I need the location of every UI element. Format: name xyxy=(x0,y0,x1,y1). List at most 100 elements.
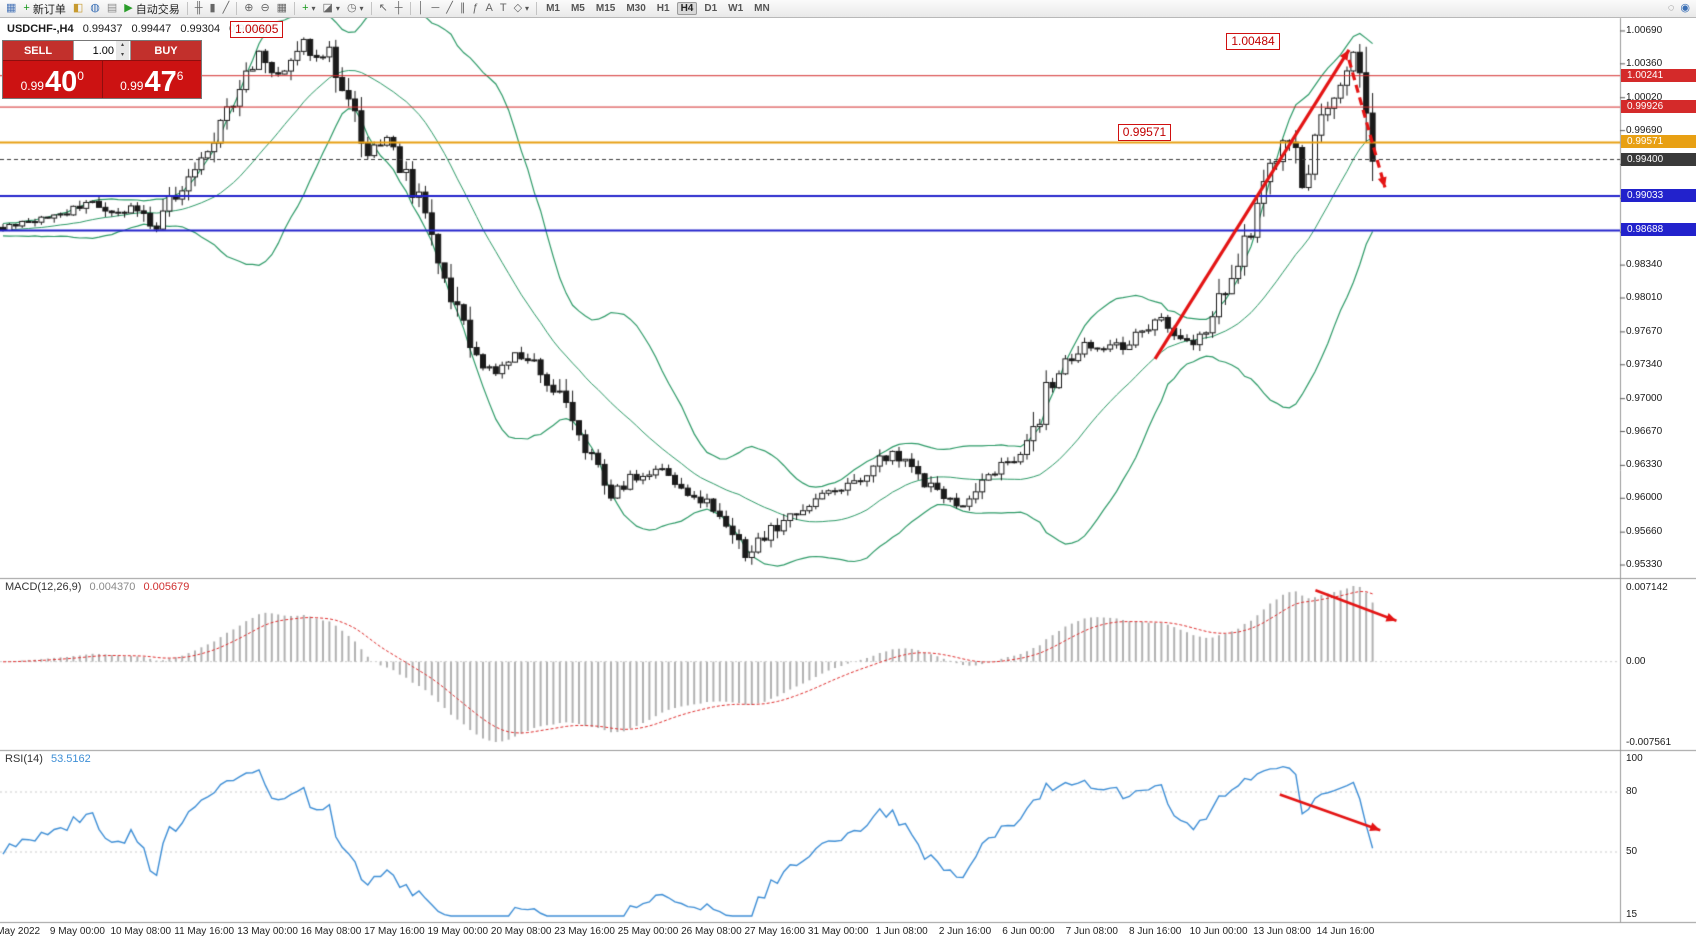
trendline-icon[interactable]: ╱ xyxy=(443,1,456,16)
bar-chart-type-icon: ╫ xyxy=(194,2,203,14)
zoom-out-icon[interactable]: ⊖ xyxy=(257,1,272,16)
volume-spinner: ▴ ▾ xyxy=(116,41,129,60)
time-axis-label: 19 May 00:00 xyxy=(427,926,489,937)
buy-price-pips: 47 xyxy=(144,66,177,99)
market-watch-icon[interactable]: ◍ xyxy=(87,1,103,16)
label-icon[interactable]: T xyxy=(497,1,510,16)
price-axis-tick: 0.99690 xyxy=(1626,124,1663,136)
buy-button[interactable]: BUY xyxy=(131,41,201,60)
profiles-icon[interactable]: ◪ ▾ xyxy=(320,1,343,16)
data-window-icon: ▤ xyxy=(106,2,118,14)
bar-chart-type-icon[interactable]: ╫ xyxy=(192,1,206,16)
chart-profile-icon[interactable]: ◧ xyxy=(70,1,86,16)
channel-icon[interactable]: ∥ xyxy=(457,1,469,16)
sell-button[interactable]: SELL xyxy=(3,41,73,60)
time-axis-label: 6 Jun 00:00 xyxy=(1002,926,1055,937)
line-chart-type-icon[interactable]: ╱ xyxy=(220,1,233,16)
vertical-line-icon: │ xyxy=(417,2,425,14)
fibonacci-icon: ƒ xyxy=(472,2,479,14)
time-axis-label: 10 Jun 00:00 xyxy=(1189,926,1248,937)
data-window-icon[interactable]: ▤ xyxy=(104,1,120,16)
timeframe-button-m5[interactable]: M5 xyxy=(567,2,589,15)
toolbar-separator xyxy=(186,2,188,15)
price-annotation[interactable]: 1.00484 xyxy=(1226,33,1280,51)
cursor-icon[interactable]: ↖ xyxy=(376,1,391,16)
shapes-icon[interactable]: ◇ ▾ xyxy=(511,1,532,16)
fibonacci-icon[interactable]: ƒ xyxy=(469,1,481,16)
toolbar-button-label: 自动交易 xyxy=(135,3,180,16)
new-chart-icon[interactable]: + ▾ xyxy=(299,1,318,16)
dropdown-caret-icon: ▾ xyxy=(359,4,364,13)
shapes-icon: ◇ xyxy=(513,2,523,14)
help-icon[interactable]: ◉ xyxy=(1677,1,1693,16)
time-axis-label: 17 May 16:00 xyxy=(364,926,425,937)
price-annotation[interactable]: 1.00605 xyxy=(230,21,284,39)
search-icon: ◌ xyxy=(1667,2,1675,14)
price-line-label: 0.99400 xyxy=(1621,152,1696,166)
buy-price-base: 0.99 xyxy=(120,79,144,93)
new-chart-icon: + xyxy=(302,2,309,14)
price-axis-tick: 0.97340 xyxy=(1626,358,1663,370)
period-icon[interactable]: ◷ ▾ xyxy=(344,1,367,16)
price-axis-tick: 0.95660 xyxy=(1626,526,1663,538)
volume-input[interactable] xyxy=(74,41,116,60)
rsi-indicator-title: RSI(14) 53.5162 xyxy=(5,753,91,765)
sell-price-pips: 40 xyxy=(44,66,78,99)
charts-window-icon[interactable]: ▦ xyxy=(3,1,19,16)
timeframe-button-mn[interactable]: MN xyxy=(750,2,774,15)
macd-value: 0.004370 xyxy=(89,581,136,593)
time-axis-label: 7 Jun 08:00 xyxy=(1065,926,1118,937)
new-order-button[interactable]: + 新订单 xyxy=(20,1,68,16)
time-axis-label: 31 May 00:00 xyxy=(807,926,869,937)
new-order-button: + xyxy=(23,2,30,14)
price-line-label: 0.98688 xyxy=(1621,223,1696,237)
tile-windows-icon[interactable]: ▦ xyxy=(274,1,290,16)
toolbar-separator xyxy=(236,2,238,15)
vertical-line-icon[interactable]: │ xyxy=(415,1,428,16)
time-axis-label: 13 Jun 08:00 xyxy=(1253,926,1311,937)
price-line-label: 0.99033 xyxy=(1621,189,1696,203)
timeframe-button-m1[interactable]: M1 xyxy=(542,2,564,15)
label-icon: T xyxy=(499,2,507,14)
time-axis-label: 25 May 00:00 xyxy=(617,926,679,937)
zoom-in-icon[interactable]: ⊕ xyxy=(241,1,256,16)
time-axis-label: 26 May 08:00 xyxy=(681,926,742,937)
symbol-name: USDCHF-,H4 xyxy=(7,23,74,35)
macd-signal-value: 0.005679 xyxy=(143,581,190,593)
auto-trading-button: ▶ xyxy=(124,2,133,14)
rsi-axis-label: 80 xyxy=(1626,786,1638,797)
toolbar-separator xyxy=(294,2,296,15)
timeframe-button-h1[interactable]: H1 xyxy=(653,2,674,15)
sell-price-point: 0 xyxy=(77,69,84,83)
dropdown-caret-icon: ▾ xyxy=(311,4,316,13)
volume-decrease-button[interactable]: ▾ xyxy=(116,50,129,60)
one-click-trading-panel: SELL ▴ ▾ BUY 0.99 40 0 0.99 xyxy=(2,40,202,99)
price-axis-tick: 0.96670 xyxy=(1626,425,1663,437)
sell-price[interactable]: 0.99 40 0 xyxy=(3,61,103,98)
timeframe-button-h4[interactable]: H4 xyxy=(676,2,698,15)
candlestick-chart-type-icon[interactable]: ▮ xyxy=(207,1,219,16)
volume-increase-button[interactable]: ▴ xyxy=(116,41,129,51)
horizontal-line-icon[interactable]: ─ xyxy=(428,1,442,16)
buy-price[interactable]: 0.99 47 6 xyxy=(103,61,202,98)
rsi-name: RSI(14) xyxy=(5,753,43,765)
channel-icon: ∥ xyxy=(459,2,466,14)
timeframe-button-m30[interactable]: M30 xyxy=(622,2,649,15)
crosshair-icon[interactable]: ┼ xyxy=(392,1,406,16)
auto-trading-button[interactable]: ▶ 自动交易 xyxy=(121,1,182,16)
crosshair-icon: ┼ xyxy=(394,2,403,14)
macd-axis-label: 0.00 xyxy=(1626,655,1646,667)
timeframe-button-w1[interactable]: W1 xyxy=(724,2,747,15)
cursor-icon: ↖ xyxy=(378,2,388,14)
text-icon[interactable]: A xyxy=(483,1,496,16)
timeframe-button-d1[interactable]: D1 xyxy=(700,2,721,15)
search-icon[interactable]: ◌ xyxy=(1665,1,1678,16)
price-annotation[interactable]: 0.99571 xyxy=(1117,124,1172,142)
timeframe-button-m15[interactable]: M15 xyxy=(592,2,619,15)
sell-price-base: 0.99 xyxy=(20,79,44,93)
price-line-label: 1.00241 xyxy=(1621,68,1696,82)
time-axis-label: 14 Jun 16:00 xyxy=(1316,926,1375,937)
profiles-icon: ◪ xyxy=(322,2,333,14)
price-line-label: 0.99571 xyxy=(1621,135,1696,149)
